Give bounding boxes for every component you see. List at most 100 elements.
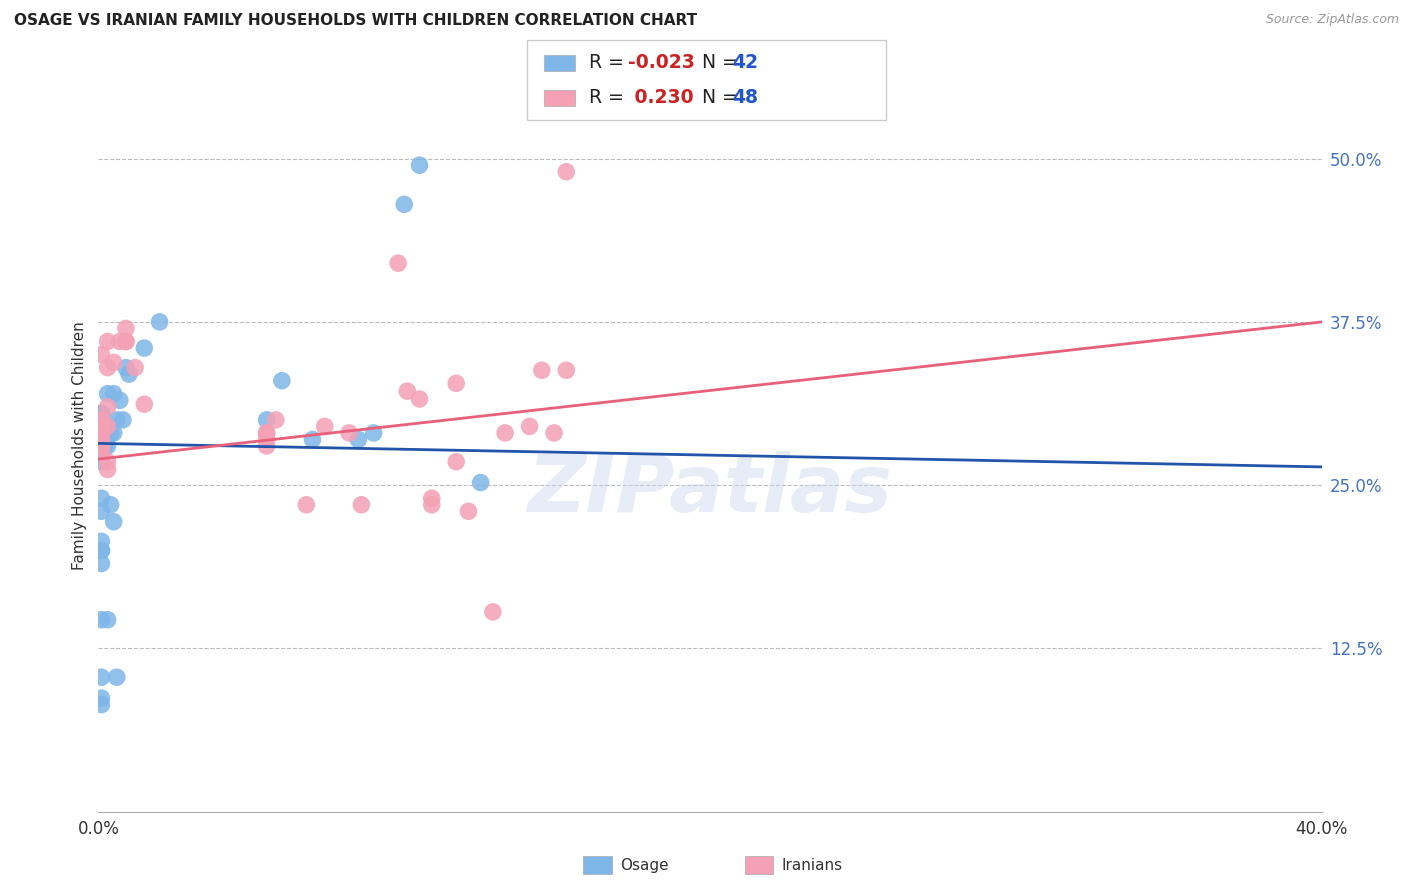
Point	[100, 498, 122, 512]
Point	[97, 334, 120, 349]
Point	[256, 433, 278, 447]
Point	[350, 498, 373, 512]
Point	[111, 413, 134, 427]
Point	[555, 165, 578, 179]
Point	[90, 413, 112, 427]
Point	[90, 413, 112, 427]
Point	[347, 433, 370, 447]
Point	[90, 445, 112, 459]
Point	[90, 419, 112, 434]
Text: ZIPatlas: ZIPatlas	[527, 450, 893, 529]
Point	[97, 386, 120, 401]
Point	[314, 419, 336, 434]
Point	[90, 433, 112, 447]
Point	[420, 491, 443, 506]
Point	[90, 439, 112, 453]
Point	[90, 670, 112, 684]
Point	[90, 406, 112, 420]
Point	[90, 433, 112, 447]
Text: 0.230: 0.230	[628, 88, 695, 107]
Point	[363, 425, 385, 440]
Text: -0.023: -0.023	[628, 54, 696, 72]
Point	[337, 425, 360, 440]
Point	[90, 543, 112, 558]
Point	[270, 374, 292, 388]
Text: Iranians: Iranians	[782, 858, 842, 872]
Point	[444, 376, 467, 391]
Point	[105, 413, 128, 427]
Point	[103, 515, 125, 529]
Point	[134, 341, 156, 355]
Point	[295, 498, 318, 512]
Point	[408, 392, 430, 406]
Text: R =: R =	[589, 54, 630, 72]
Point	[115, 360, 138, 375]
Point	[97, 400, 120, 414]
Point	[149, 315, 172, 329]
Text: Source: ZipAtlas.com: Source: ZipAtlas.com	[1265, 13, 1399, 27]
Point	[90, 504, 112, 518]
Point	[90, 613, 112, 627]
Point	[256, 425, 278, 440]
Point	[90, 448, 112, 462]
Point	[90, 425, 112, 440]
Text: 48: 48	[733, 88, 758, 107]
Point	[444, 455, 467, 469]
Point	[555, 363, 578, 377]
Text: R =: R =	[589, 88, 636, 107]
Point	[134, 397, 156, 411]
Point	[90, 433, 112, 447]
Point	[90, 439, 112, 453]
Point	[103, 355, 125, 369]
Point	[108, 334, 131, 349]
Point	[124, 360, 146, 375]
Point	[457, 504, 479, 518]
Point	[115, 321, 138, 335]
Point	[530, 363, 553, 377]
Point	[470, 475, 492, 490]
Point	[103, 386, 125, 401]
Point	[90, 698, 112, 712]
Point	[97, 613, 120, 627]
Point	[256, 439, 278, 453]
Point	[482, 605, 505, 619]
Point	[90, 691, 112, 706]
Point	[264, 413, 287, 427]
Point	[90, 491, 112, 506]
Point	[396, 384, 419, 399]
Point	[387, 256, 409, 270]
Point	[90, 455, 112, 469]
Point	[90, 425, 112, 440]
Point	[93, 439, 115, 453]
Point	[97, 439, 120, 453]
Point	[118, 367, 141, 381]
Point	[408, 158, 430, 172]
Point	[420, 498, 443, 512]
Point	[100, 425, 122, 440]
Point	[494, 425, 516, 440]
Point	[97, 419, 120, 434]
Point	[97, 462, 120, 476]
Point	[115, 334, 138, 349]
Text: OSAGE VS IRANIAN FAMILY HOUSEHOLDS WITH CHILDREN CORRELATION CHART: OSAGE VS IRANIAN FAMILY HOUSEHOLDS WITH …	[14, 13, 697, 29]
Point	[115, 334, 138, 349]
Point	[105, 670, 128, 684]
Point	[256, 413, 278, 427]
Point	[103, 425, 125, 440]
Text: N =: N =	[690, 54, 744, 72]
Point	[392, 197, 416, 211]
Text: 42: 42	[733, 54, 758, 72]
Point	[97, 360, 120, 375]
Point	[519, 419, 541, 434]
Point	[97, 455, 120, 469]
Point	[108, 393, 131, 408]
Text: N =: N =	[690, 88, 744, 107]
Point	[90, 557, 112, 571]
Point	[97, 419, 120, 434]
Point	[90, 406, 112, 420]
Y-axis label: Family Households with Children: Family Households with Children	[72, 322, 87, 570]
Point	[90, 348, 112, 362]
Point	[543, 425, 565, 440]
Text: Osage: Osage	[620, 858, 669, 872]
Point	[256, 425, 278, 440]
